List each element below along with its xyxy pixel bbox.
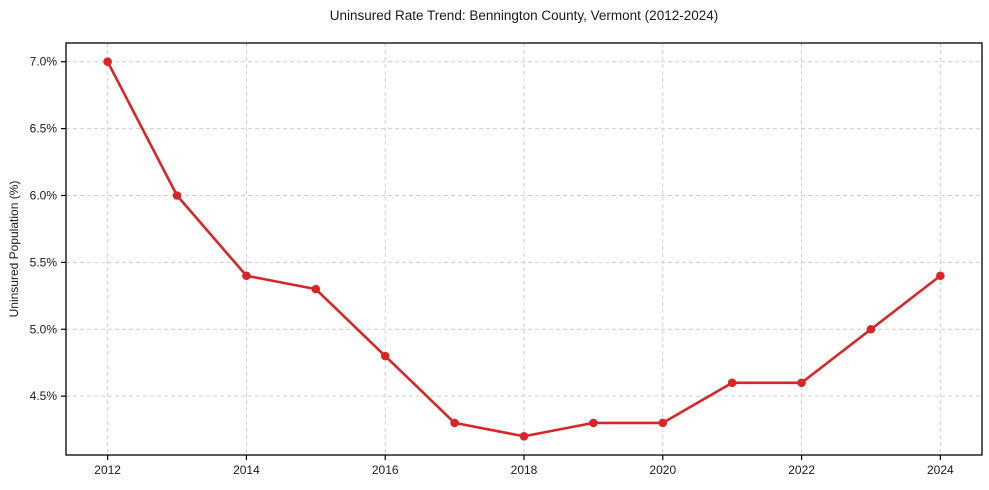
- data-point: [866, 324, 876, 334]
- data-point: [172, 191, 182, 200]
- data-point: [658, 418, 668, 428]
- data-point: [103, 57, 112, 67]
- data-point: [450, 418, 459, 428]
- data-point: [311, 284, 321, 294]
- x-tick-label: 2016: [372, 463, 399, 477]
- x-tick-label: 2020: [649, 463, 676, 477]
- x-tick-label: 2014: [233, 463, 260, 477]
- x-tick-label: 2012: [94, 463, 121, 477]
- x-tick-label: 2022: [788, 463, 815, 477]
- data-point: [936, 271, 945, 281]
- x-tick-label: 2018: [511, 463, 538, 477]
- y-tick-label: 5.5%: [30, 255, 58, 269]
- y-tick-label: 6.0%: [30, 188, 58, 202]
- chart-title: Uninsured Rate Trend: Bennington County,…: [329, 8, 719, 23]
- data-point: [727, 378, 737, 388]
- data-point: [589, 418, 598, 428]
- data-point: [380, 351, 390, 361]
- x-tick-label: 2024: [927, 463, 954, 477]
- y-tick-label: 7.0%: [30, 55, 58, 69]
- y-tick-label: 6.5%: [30, 122, 58, 136]
- data-point: [519, 431, 529, 441]
- y-tick-label: 4.5%: [30, 389, 58, 403]
- plot-border: [65, 42, 983, 456]
- data-point: [242, 271, 251, 281]
- y-tick-label: 5.0%: [30, 322, 58, 336]
- data-point: [797, 378, 806, 388]
